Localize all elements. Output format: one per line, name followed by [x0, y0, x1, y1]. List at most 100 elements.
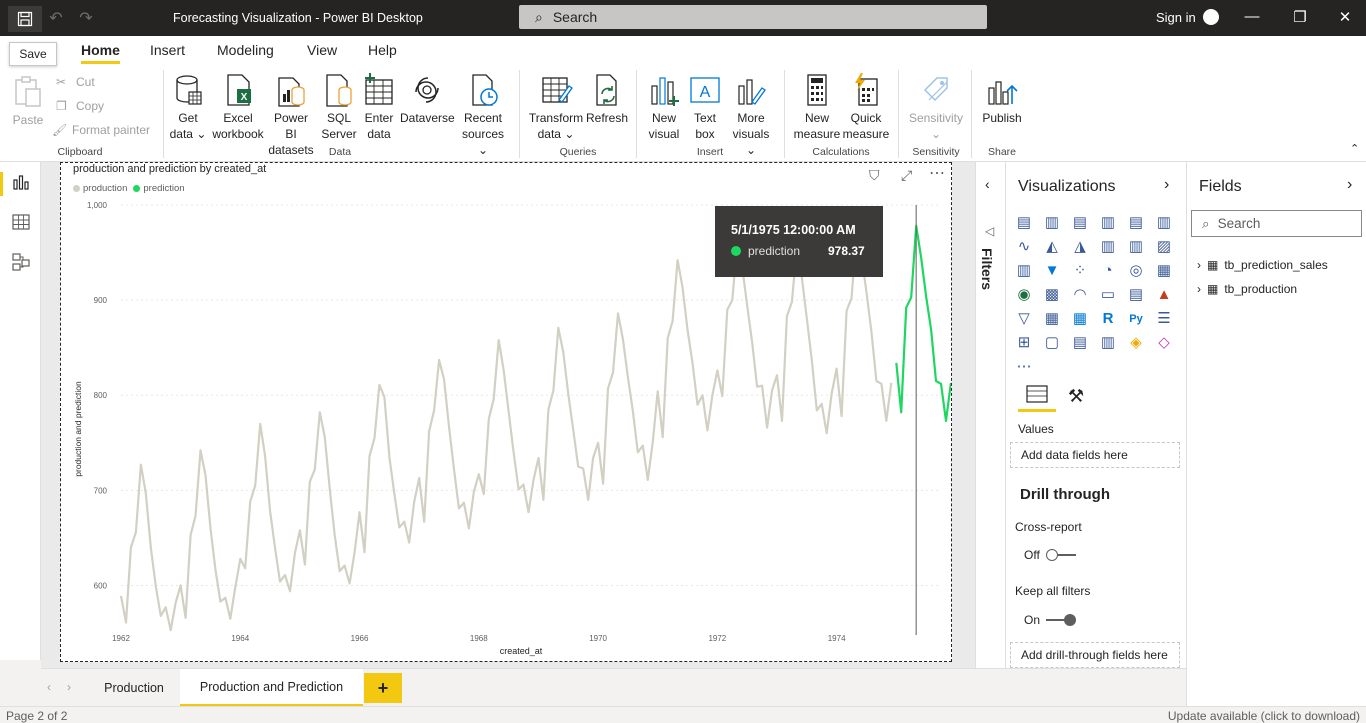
- cut-button[interactable]: ✂ Cut: [56, 75, 95, 89]
- tab-modeling[interactable]: Modeling: [217, 42, 274, 58]
- area-icon[interactable]: ◭: [1046, 238, 1058, 255]
- chevron-right-icon[interactable]: ›: [1347, 176, 1353, 193]
- table-item-production[interactable]: › ▦ tb_production: [1197, 282, 1297, 296]
- format-paint-roller-icon[interactable]: ⚒: [1068, 386, 1085, 406]
- clustered-bar-icon[interactable]: ▤: [1072, 214, 1088, 231]
- chevron-right-icon[interactable]: ›: [1164, 176, 1170, 193]
- matrix-icon[interactable]: ▦: [1072, 310, 1088, 327]
- sign-in-link[interactable]: Sign in: [1156, 10, 1196, 25]
- y-axis-label: production and prediction: [73, 381, 83, 477]
- chart-svg[interactable]: 1,000 900 800 700 600 1962 1964 1966 1968 1970 197…: [61, 163, 951, 661]
- filter-icon[interactable]: ⛉: [869, 167, 880, 183]
- stacked-bar-icon[interactable]: ▤: [1016, 214, 1032, 231]
- more-options-icon[interactable]: ⋯: [929, 165, 945, 182]
- decomposition-tree-icon[interactable]: ⊞: [1017, 334, 1031, 351]
- drill-through-drop-zone[interactable]: Add drill-through fields here: [1010, 642, 1180, 668]
- table-item-prediction-sales[interactable]: › ▦ tb_prediction_sales: [1197, 258, 1328, 272]
- donut-icon[interactable]: ◎: [1129, 262, 1143, 279]
- tab-help[interactable]: Help: [368, 42, 397, 58]
- kpi-icon[interactable]: ▲: [1156, 286, 1172, 303]
- treemap-icon[interactable]: ▦: [1156, 262, 1172, 279]
- keep-filters-toggle[interactable]: [1046, 613, 1076, 627]
- recent-sources-button[interactable]: Recent sources ⌄: [456, 72, 510, 158]
- get-more-icon[interactable]: ⋯: [1016, 358, 1032, 375]
- new-measure-button[interactable]: New measure: [792, 72, 842, 142]
- fields-tab[interactable]: [1018, 384, 1056, 412]
- restore-button[interactable]: ❐: [1293, 9, 1307, 26]
- funnel-icon[interactable]: ▼: [1044, 262, 1060, 279]
- transform-data-button[interactable]: Transform data ⌄: [528, 72, 584, 142]
- tab-view[interactable]: View: [307, 42, 338, 58]
- python-visual-icon[interactable]: Py: [1129, 313, 1143, 325]
- text-box-button[interactable]: A Text box: [686, 72, 724, 142]
- report-view-icon[interactable]: [11, 172, 31, 192]
- undo-button[interactable]: ↶: [46, 8, 66, 28]
- line-column-icon[interactable]: ▥: [1100, 238, 1116, 255]
- scroll-left-icon[interactable]: ‹: [47, 680, 51, 694]
- r-visual-icon[interactable]: R: [1102, 310, 1114, 327]
- tab-insert[interactable]: Insert: [150, 42, 186, 58]
- quick-measure-button[interactable]: Quick measure: [842, 72, 890, 142]
- line-clustered-icon[interactable]: ▥: [1128, 238, 1144, 255]
- more-visuals-button[interactable]: More visuals ⌄: [726, 72, 776, 158]
- gauge-icon[interactable]: ◠: [1073, 286, 1087, 303]
- page-tab-production[interactable]: Production: [88, 669, 180, 707]
- update-available-link[interactable]: Update available (click to download): [1167, 709, 1360, 723]
- save-button[interactable]: [8, 6, 42, 32]
- dataverse-button[interactable]: Dataverse: [400, 72, 455, 126]
- redo-button[interactable]: ↷: [76, 8, 96, 28]
- stacked-column-icon[interactable]: ▥: [1044, 214, 1060, 231]
- global-search-box[interactable]: ⌕ Search: [519, 5, 987, 29]
- power-apps-icon[interactable]: ◈: [1130, 334, 1142, 351]
- chevron-left-icon[interactable]: ‹: [985, 176, 990, 192]
- avatar[interactable]: [1203, 9, 1219, 25]
- copy-button[interactable]: ❐ Copy: [56, 99, 104, 113]
- key-influencers-icon[interactable]: ☰: [1157, 310, 1171, 327]
- pie-icon[interactable]: ◔: [1103, 262, 1113, 279]
- 100-bar-icon[interactable]: ▤: [1128, 214, 1144, 231]
- power-automate-icon[interactable]: ◇: [1158, 334, 1170, 351]
- publish-button[interactable]: Publish: [980, 72, 1024, 126]
- slicer-icon[interactable]: ▽: [1018, 310, 1030, 327]
- card-icon[interactable]: ▭: [1100, 286, 1116, 303]
- collapse-ribbon-icon[interactable]: ⌃: [1350, 143, 1360, 155]
- power-bi-datasets-button[interactable]: Power BI datasets: [267, 72, 315, 158]
- add-page-button[interactable]: +: [364, 673, 402, 703]
- cross-report-toggle[interactable]: [1046, 548, 1076, 562]
- filters-pane[interactable]: ‹ ◁ Filters: [975, 162, 1005, 706]
- sql-server-button[interactable]: SQL Server: [320, 72, 358, 142]
- line-icon[interactable]: ∿: [1017, 238, 1031, 255]
- stacked-area-icon[interactable]: ◮: [1074, 238, 1086, 255]
- waterfall-icon[interactable]: ▥: [1016, 262, 1032, 279]
- page-tab-production-and-prediction[interactable]: Production and Prediction: [180, 669, 363, 707]
- model-view-icon[interactable]: [11, 252, 31, 272]
- y-tick-label: 700: [94, 486, 108, 495]
- values-drop-zone[interactable]: Add data fields here: [1010, 442, 1180, 468]
- qna-icon[interactable]: ▢: [1044, 334, 1060, 351]
- 100-column-icon[interactable]: ▥: [1156, 214, 1172, 231]
- fields-search-input[interactable]: ⌕ Search: [1191, 210, 1362, 237]
- smart-narrative-icon[interactable]: ▤: [1072, 334, 1088, 351]
- filled-map-icon[interactable]: ▩: [1044, 286, 1060, 303]
- clustered-column-icon[interactable]: ▥: [1100, 214, 1116, 231]
- data-view-icon[interactable]: [11, 212, 31, 232]
- format-painter-button[interactable]: 🖌 Format painter: [52, 123, 150, 137]
- paste-button[interactable]: Paste: [10, 74, 46, 128]
- excel-workbook-button[interactable]: X Excel workbook: [210, 72, 266, 142]
- refresh-button[interactable]: Refresh: [586, 72, 628, 126]
- multi-row-card-icon[interactable]: ▤: [1128, 286, 1144, 303]
- minimize-button[interactable]: —: [1244, 8, 1260, 25]
- scatter-icon[interactable]: ⁘: [1073, 262, 1087, 279]
- focus-mode-icon[interactable]: ⤢: [901, 167, 913, 183]
- get-data-button[interactable]: Get data ⌄: [168, 72, 208, 142]
- paginated-report-icon[interactable]: ▥: [1100, 334, 1116, 351]
- table-icon[interactable]: ▦: [1044, 310, 1060, 327]
- ribbon-icon[interactable]: ▨: [1156, 238, 1172, 255]
- scroll-right-icon[interactable]: ›: [67, 680, 71, 694]
- new-visual-button[interactable]: New visual: [645, 72, 683, 142]
- sensitivity-button[interactable]: Sensitivity ⌄: [905, 72, 967, 142]
- map-icon[interactable]: ◉: [1017, 286, 1031, 303]
- close-button[interactable]: ✕: [1338, 9, 1352, 26]
- tab-home[interactable]: Home: [81, 42, 120, 64]
- enter-data-button[interactable]: Enter data: [361, 72, 397, 142]
